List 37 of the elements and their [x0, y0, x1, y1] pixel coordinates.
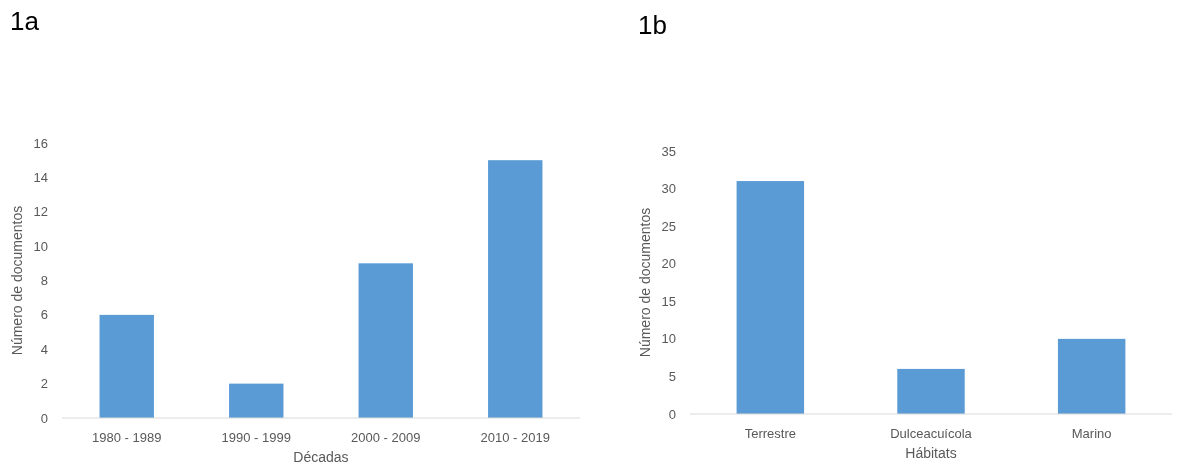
- y-tick-label: 10: [33, 238, 48, 254]
- y-tick-label: 30: [661, 181, 676, 197]
- bar: [99, 314, 154, 418]
- y-tick-label: 16: [33, 135, 48, 151]
- y-tick-label: 6: [40, 307, 48, 323]
- y-axis-title: Número de documentos: [9, 205, 25, 356]
- chart-title: 1b: [638, 10, 667, 40]
- x-tick-label: 2000 - 2009: [351, 430, 421, 445]
- bar: [897, 368, 965, 414]
- bar: [488, 160, 543, 418]
- y-tick-label: 2: [40, 376, 48, 392]
- y-tick-label: 10: [661, 331, 676, 347]
- bar: [1057, 338, 1126, 414]
- y-tick-label: 0: [40, 410, 48, 426]
- y-tick-label: 0: [668, 406, 676, 422]
- y-tick-label: 25: [661, 218, 676, 234]
- bar: [229, 383, 284, 418]
- y-tick-label: 8: [40, 273, 48, 289]
- x-tick-label: Terrestre: [744, 426, 796, 441]
- y-tick-label: 5: [668, 368, 676, 384]
- y-tick-label: 20: [661, 256, 676, 272]
- bar: [358, 263, 413, 418]
- x-axis-title: Hábitats: [905, 445, 957, 461]
- y-tick-label: 12: [33, 204, 48, 220]
- y-axis-title: Número de documentos: [637, 207, 653, 358]
- bar: [736, 181, 805, 414]
- y-tick-label: 14: [33, 169, 48, 185]
- y-tick-label: 35: [661, 143, 676, 159]
- x-tick-label: Marino: [1071, 426, 1112, 441]
- y-tick-label: 4: [40, 341, 48, 357]
- chart-title: 1a: [10, 6, 40, 36]
- x-tick-label: 2010 - 2019: [480, 430, 550, 445]
- x-axis-title: Décadas: [293, 449, 349, 465]
- x-tick-label: Dulceacuícola: [890, 426, 973, 441]
- x-tick-label: 1980 - 1989: [92, 430, 162, 445]
- y-tick-label: 15: [661, 293, 676, 309]
- x-tick-label: 1990 - 1999: [221, 430, 291, 445]
